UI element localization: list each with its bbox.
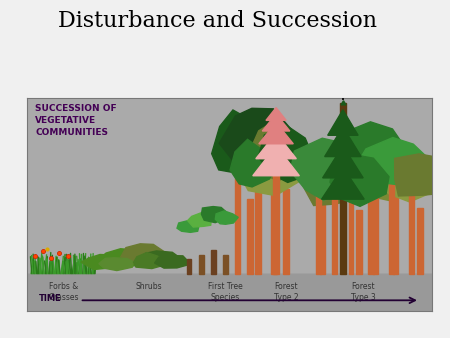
Polygon shape xyxy=(395,154,443,196)
Bar xyxy=(349,170,353,274)
Polygon shape xyxy=(219,108,296,169)
Polygon shape xyxy=(262,114,290,131)
Polygon shape xyxy=(253,146,299,176)
Text: Forbs &
Grasses: Forbs & Grasses xyxy=(48,282,79,301)
Polygon shape xyxy=(256,133,296,159)
Polygon shape xyxy=(259,122,293,144)
Polygon shape xyxy=(188,213,212,227)
Polygon shape xyxy=(323,146,363,178)
Bar xyxy=(316,177,321,274)
Polygon shape xyxy=(322,167,364,199)
Polygon shape xyxy=(258,125,313,183)
Polygon shape xyxy=(99,258,133,270)
Bar xyxy=(271,182,277,274)
Text: Shrubs: Shrubs xyxy=(135,282,162,291)
Bar xyxy=(340,103,346,274)
Text: Disturbance and Succession: Disturbance and Succession xyxy=(58,10,378,32)
Polygon shape xyxy=(302,160,354,206)
Bar xyxy=(235,178,240,274)
Polygon shape xyxy=(154,256,188,268)
Polygon shape xyxy=(212,110,272,174)
Text: SUCCESSION OF
VEGETATIVE
COMMUNITIES: SUCCESSION OF VEGETATIVE COMMUNITIES xyxy=(35,104,117,137)
Polygon shape xyxy=(356,141,414,200)
Polygon shape xyxy=(328,110,358,135)
Bar xyxy=(223,255,228,274)
Polygon shape xyxy=(230,139,276,187)
Polygon shape xyxy=(250,124,303,181)
Text: First Tree
Species: First Tree Species xyxy=(208,282,243,301)
Bar xyxy=(389,172,394,274)
Bar xyxy=(356,210,362,274)
Text: Forest
Type 3: Forest Type 3 xyxy=(351,282,375,301)
Bar xyxy=(27,274,432,311)
Polygon shape xyxy=(330,155,389,207)
Bar xyxy=(284,189,289,274)
Polygon shape xyxy=(81,255,127,269)
Bar xyxy=(410,160,414,274)
Polygon shape xyxy=(202,207,229,223)
Polygon shape xyxy=(134,252,164,269)
Polygon shape xyxy=(266,107,286,120)
Polygon shape xyxy=(233,135,306,196)
Bar xyxy=(27,274,432,311)
Text: Forest
Type 2: Forest Type 2 xyxy=(274,282,298,301)
Polygon shape xyxy=(357,138,432,185)
Bar xyxy=(199,255,203,274)
Polygon shape xyxy=(121,244,167,265)
Bar xyxy=(247,199,252,274)
Polygon shape xyxy=(215,211,238,224)
Text: TIME: TIME xyxy=(39,294,62,303)
Polygon shape xyxy=(338,122,404,177)
Bar xyxy=(373,137,378,274)
Bar xyxy=(417,208,423,274)
Polygon shape xyxy=(177,221,199,232)
Bar xyxy=(255,167,261,274)
Bar xyxy=(393,195,398,274)
Bar xyxy=(187,259,191,274)
Bar xyxy=(333,150,337,274)
Polygon shape xyxy=(379,159,434,202)
Bar xyxy=(320,199,325,274)
Polygon shape xyxy=(99,249,149,267)
Bar xyxy=(273,150,279,274)
Polygon shape xyxy=(137,251,181,266)
Bar xyxy=(369,182,374,274)
Polygon shape xyxy=(290,138,352,200)
Polygon shape xyxy=(325,127,361,156)
Bar xyxy=(211,250,216,274)
